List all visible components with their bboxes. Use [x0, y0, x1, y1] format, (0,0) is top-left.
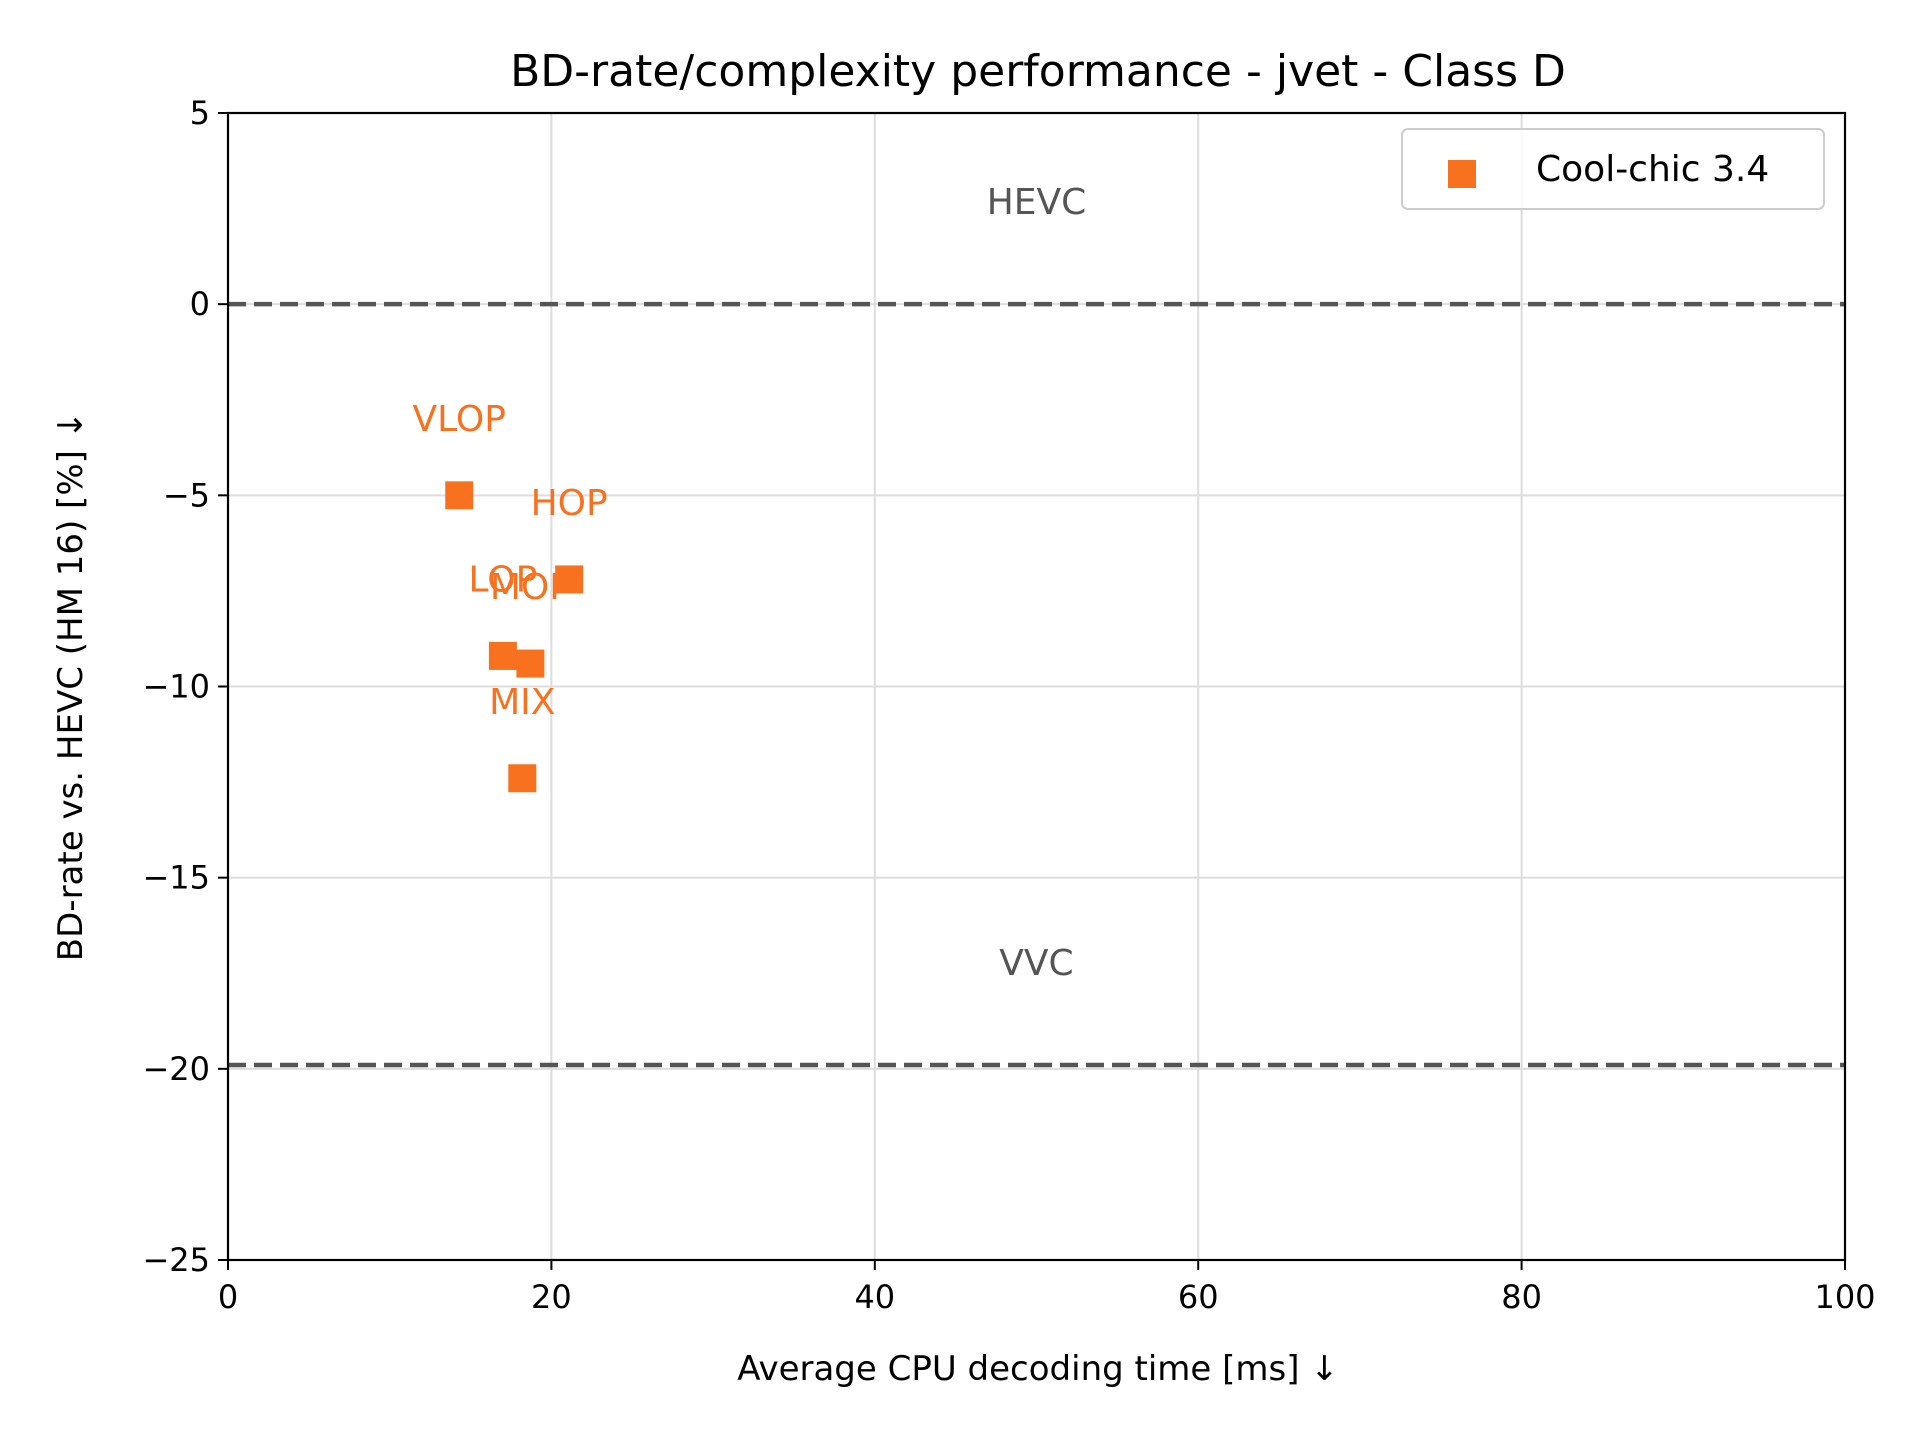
legend-marker [1448, 160, 1476, 188]
y-tick-label: −5 [163, 476, 210, 514]
grid [227, 112, 1846, 1261]
point-label-vlop: VLOP [413, 399, 506, 440]
x-tick-label: 40 [854, 1278, 895, 1316]
point-label-mop: MOP [490, 567, 571, 608]
point-label-lop: LOP [468, 559, 537, 600]
point-label-hop: HOP [531, 483, 608, 524]
y-tick-label: 5 [190, 94, 210, 132]
x-tick-label: 0 [218, 1278, 238, 1316]
y-tick-label: −25 [142, 1241, 210, 1279]
data-point-lop [488, 641, 517, 670]
axis-ticks: 0 20 40 60 80 100 5 0 −5 −10 −15 −20 −25 [142, 94, 1875, 1316]
data-point-mix [508, 764, 537, 793]
data-point-mop [516, 649, 545, 678]
data-point-vlop [445, 481, 474, 510]
x-axis-label: Average CPU decoding time [ms] ↓ [737, 1349, 1339, 1389]
chart-title: BD-rate/complexity performance - jvet - … [510, 46, 1566, 97]
x-tick-label: 20 [531, 1278, 572, 1316]
point-label-mix: MIX [489, 682, 555, 723]
y-tick-label: −10 [142, 668, 210, 706]
x-tick-label: 80 [1501, 1278, 1542, 1316]
legend: Cool-chic 3.4 [1401, 128, 1825, 210]
y-tick-label: 0 [190, 285, 210, 323]
x-tick-label: 60 [1178, 1278, 1219, 1316]
reference-label-hevc: HEVC [987, 182, 1087, 223]
x-tick-label: 100 [1814, 1278, 1875, 1316]
y-axis-label: BD-rate vs. HEVC (HM 16) [%] ↓ [51, 411, 91, 961]
y-tick-label: −20 [142, 1050, 210, 1088]
reference-lines: HEVC VVC [228, 182, 1845, 1068]
legend-box [1401, 128, 1825, 210]
legend-entry: Cool-chic 3.4 [1536, 149, 1769, 190]
y-tick-label: −15 [142, 859, 210, 897]
data-point-hop [555, 565, 584, 594]
reference-label-vvc: VVC [999, 943, 1073, 984]
